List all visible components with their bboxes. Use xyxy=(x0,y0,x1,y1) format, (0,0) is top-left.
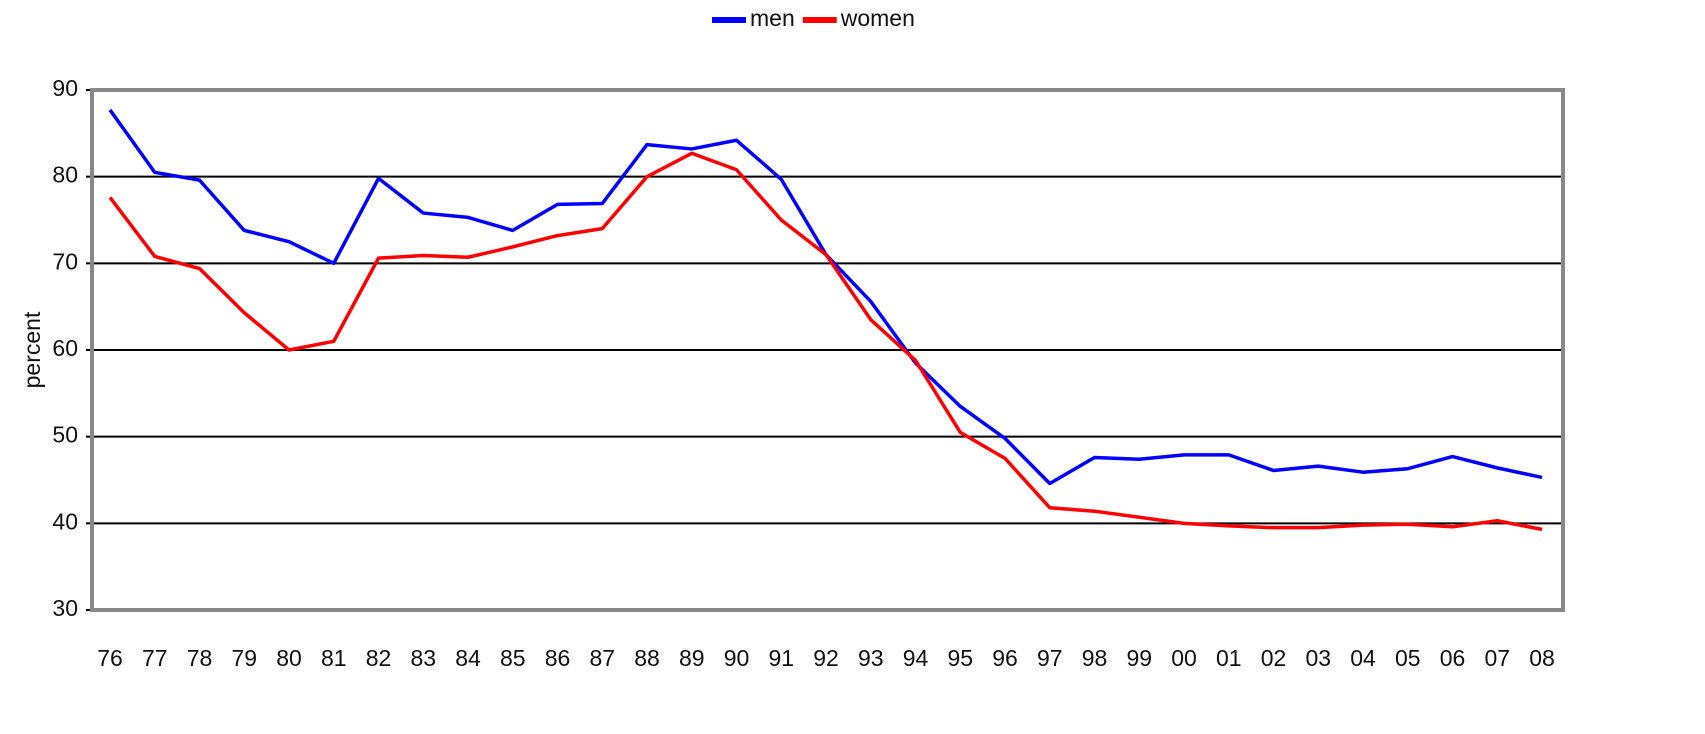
x-tick-label: 76 xyxy=(97,645,123,671)
x-tick-label: 00 xyxy=(1171,645,1197,671)
x-tick-label: 01 xyxy=(1216,645,1242,671)
x-tick-label: 98 xyxy=(1082,645,1108,671)
y-tick-label: 40 xyxy=(52,508,78,534)
x-tick-label: 79 xyxy=(231,645,257,671)
x-tick-label: 95 xyxy=(947,645,973,671)
x-tick-label: 90 xyxy=(724,645,750,671)
x-tick-label: 08 xyxy=(1529,645,1555,671)
x-tick-label: 84 xyxy=(455,645,481,671)
y-tick-label: 80 xyxy=(52,162,78,188)
y-tick-label: 60 xyxy=(52,335,78,361)
x-tick-label: 80 xyxy=(276,645,302,671)
x-tick-label: 96 xyxy=(992,645,1018,671)
legend-label: women xyxy=(840,5,915,31)
x-tick-label: 77 xyxy=(142,645,168,671)
y-tick-label: 70 xyxy=(52,248,78,274)
x-tick-label: 92 xyxy=(813,645,839,671)
x-tick-label: 05 xyxy=(1395,645,1421,671)
x-tick-label: 03 xyxy=(1305,645,1331,671)
y-axis-label: percent xyxy=(19,311,45,388)
x-tick-label: 85 xyxy=(500,645,526,671)
x-tick-label: 81 xyxy=(321,645,347,671)
legend-label: men xyxy=(750,5,795,31)
x-tick-label: 04 xyxy=(1350,645,1376,671)
x-tick-label: 07 xyxy=(1484,645,1510,671)
y-tick-label: 50 xyxy=(52,422,78,448)
x-tick-label: 78 xyxy=(187,645,213,671)
plot-border xyxy=(90,88,1565,612)
x-tick-label: 83 xyxy=(410,645,436,671)
series-line xyxy=(108,108,1543,486)
x-tick-label: 93 xyxy=(858,645,884,671)
x-tick-label: 86 xyxy=(545,645,571,671)
x-tick-label: 87 xyxy=(589,645,615,671)
y-tick-label: 90 xyxy=(52,75,78,101)
x-tick-label: 82 xyxy=(366,645,392,671)
x-tick-label: 06 xyxy=(1440,645,1466,671)
x-tick-label: 94 xyxy=(903,645,929,671)
x-tick-label: 88 xyxy=(634,645,660,671)
x-tick-label: 02 xyxy=(1261,645,1287,671)
x-tick-label: 99 xyxy=(1126,645,1152,671)
series-line xyxy=(108,151,1543,532)
y-tick-label: 30 xyxy=(52,595,78,621)
x-tick-label: 89 xyxy=(679,645,705,671)
x-tick-label: 97 xyxy=(1037,645,1063,671)
x-tick-label: 91 xyxy=(768,645,794,671)
